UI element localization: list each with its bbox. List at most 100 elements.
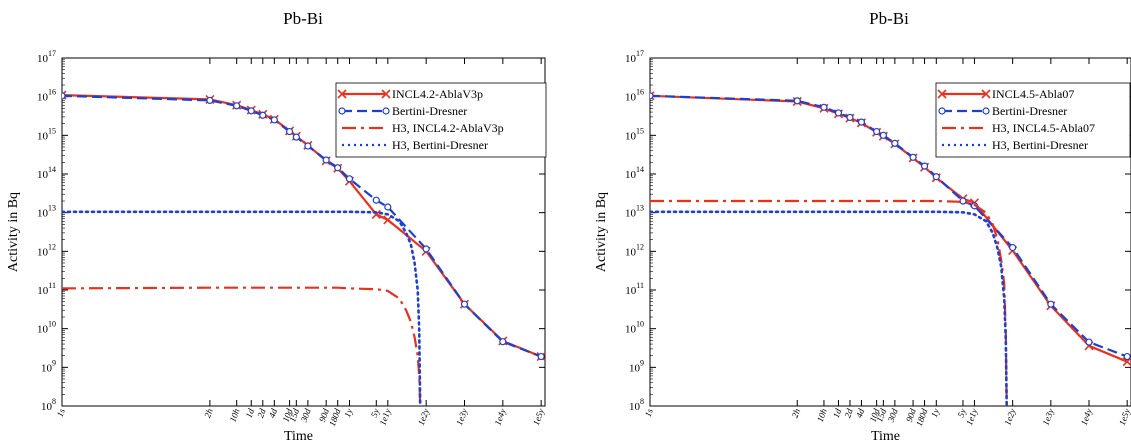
legend-label: H3, Bertini-Dresner [992, 138, 1088, 152]
data-point-o [422, 245, 430, 253]
legend-label: INCL4.2-AblaV3p [392, 87, 483, 101]
y-tick-label: 108 [629, 397, 644, 413]
x-tick-label: 1y [929, 407, 941, 418]
data-point-o [292, 133, 300, 141]
y-tick-label: 1012 [37, 242, 56, 258]
legend-box [335, 82, 547, 158]
series-line-4 [62, 210, 422, 406]
x-tick-label: 10d [868, 407, 882, 424]
y-tick-label: 109 [629, 358, 644, 374]
data-point-o [499, 338, 507, 346]
x-tick-label: 1s [643, 407, 655, 418]
data-point-o [372, 196, 380, 204]
data-point-o [460, 300, 469, 308]
data-point-o [873, 127, 881, 136]
x-tick-label: 1e5y [1117, 407, 1131, 426]
data-point-o [793, 97, 801, 105]
y-tick-label: 109 [41, 358, 56, 374]
data-point-o [259, 111, 267, 119]
plot-frame [649, 57, 1131, 407]
x-tick-label: 1s [55, 407, 67, 418]
x-tick-label: 1e2y [416, 407, 431, 426]
chart-title: Pb-Bi [869, 9, 909, 28]
legend-marker-o [938, 107, 946, 115]
data-point-o [909, 153, 917, 161]
y-tick-label: 1015 [37, 126, 56, 142]
plot-frame [61, 57, 546, 407]
legend-label: H3, INCL4.5-Abla07 [992, 121, 1095, 135]
legend-marker-x [381, 89, 391, 99]
legend-marker-o [338, 107, 346, 115]
x-axis-label: Time [871, 429, 900, 444]
x-tick-label: 2d [255, 407, 268, 419]
y-tick-label: 108 [41, 397, 56, 413]
data-point-o [1047, 300, 1055, 308]
series-group [62, 90, 545, 406]
data-point-o [846, 113, 854, 122]
y-axis-label: Activity in Bq [594, 192, 609, 272]
x-tick-label: 10h [228, 407, 242, 424]
y-axis-label: Activity in Bq [6, 192, 21, 272]
x-tick-label: 30d [298, 407, 313, 425]
y-tick-label: 1010 [625, 320, 644, 336]
x-tick-label: 1d [244, 407, 257, 419]
x-tick-label: 180d [327, 407, 343, 428]
x-tick-label: 1e4y [1079, 407, 1094, 426]
data-point-o [932, 173, 940, 181]
chart-panel-1: Pb-Bi 108 109 1010 1011 1012 1013 1014 1015 1016 1… [6, 9, 547, 444]
legend-marker-x [337, 89, 347, 99]
legend-label: Bertini-Dresner [392, 104, 467, 118]
y-tick-label: 1017 [37, 49, 56, 65]
legend: INCL4.2-AblaV3p Bertini-Dresner H3, INCL4.… [335, 82, 547, 158]
x-tick-label: 90d [317, 407, 331, 424]
legend-marker-o [982, 107, 990, 115]
data-point-o [1009, 243, 1017, 252]
series-group [650, 91, 1131, 406]
data-point-o [270, 116, 278, 124]
y-tick-label: 1011 [625, 281, 644, 297]
x-tick-label: 15d [287, 407, 301, 424]
y-tick-label: 1013 [625, 204, 644, 220]
data-point-o [879, 131, 887, 139]
x-tick-label: 2h [790, 407, 803, 419]
y-tick-label: 1013 [37, 204, 56, 220]
x-tick-label: 2h [202, 407, 215, 419]
data-point-x [650, 91, 655, 101]
legend-marker-x [937, 89, 947, 99]
x-tick-label: 2d [842, 407, 855, 419]
x-tick-label: 5y [956, 407, 968, 418]
data-point-o [233, 102, 241, 110]
x-tick-label: 1d [831, 407, 844, 419]
x-tick-label: 1e3y [454, 407, 469, 426]
data-point-o [345, 175, 354, 183]
x-tick-label: 1e1y [377, 407, 392, 426]
data-point-o [206, 96, 214, 105]
chart-panel-2: Pb-Bi 108 109 1010 1011 1012 1013 1014 1015 1016 1… [594, 9, 1131, 444]
series-line-3 [62, 286, 422, 406]
y-tick-label: 1017 [625, 49, 644, 65]
y-tick-label: 1011 [37, 281, 56, 297]
data-point-o [384, 203, 392, 211]
x-axis-label: Time [284, 429, 313, 444]
x-tick-label: 1e2y [1002, 407, 1017, 426]
legend-label: INCL4.5-Abla07 [992, 87, 1074, 101]
data-point-x [1122, 357, 1131, 367]
data-point-o [322, 156, 330, 164]
x-tick-label: 1y [342, 407, 354, 418]
y-tick-label: 1016 [625, 88, 644, 104]
x-tick-label: 10d [280, 407, 294, 424]
x-tick-label: 10h [815, 407, 829, 424]
x-tick-label: 30d [885, 407, 900, 425]
data-point-o [650, 92, 654, 100]
data-point-o [304, 142, 312, 150]
series-line-4 [650, 210, 1009, 406]
y-tick-label: 1014 [37, 165, 56, 181]
legend-marker-x [981, 89, 991, 99]
data-point-o [62, 92, 66, 100]
y-tick-label: 1012 [625, 242, 644, 258]
y-tick-label: 1015 [625, 126, 644, 142]
legend-label: H3, Bertini-Dresner [392, 138, 488, 152]
y-tick-label: 1016 [37, 88, 56, 104]
x-tick-label: 180d [914, 407, 930, 428]
